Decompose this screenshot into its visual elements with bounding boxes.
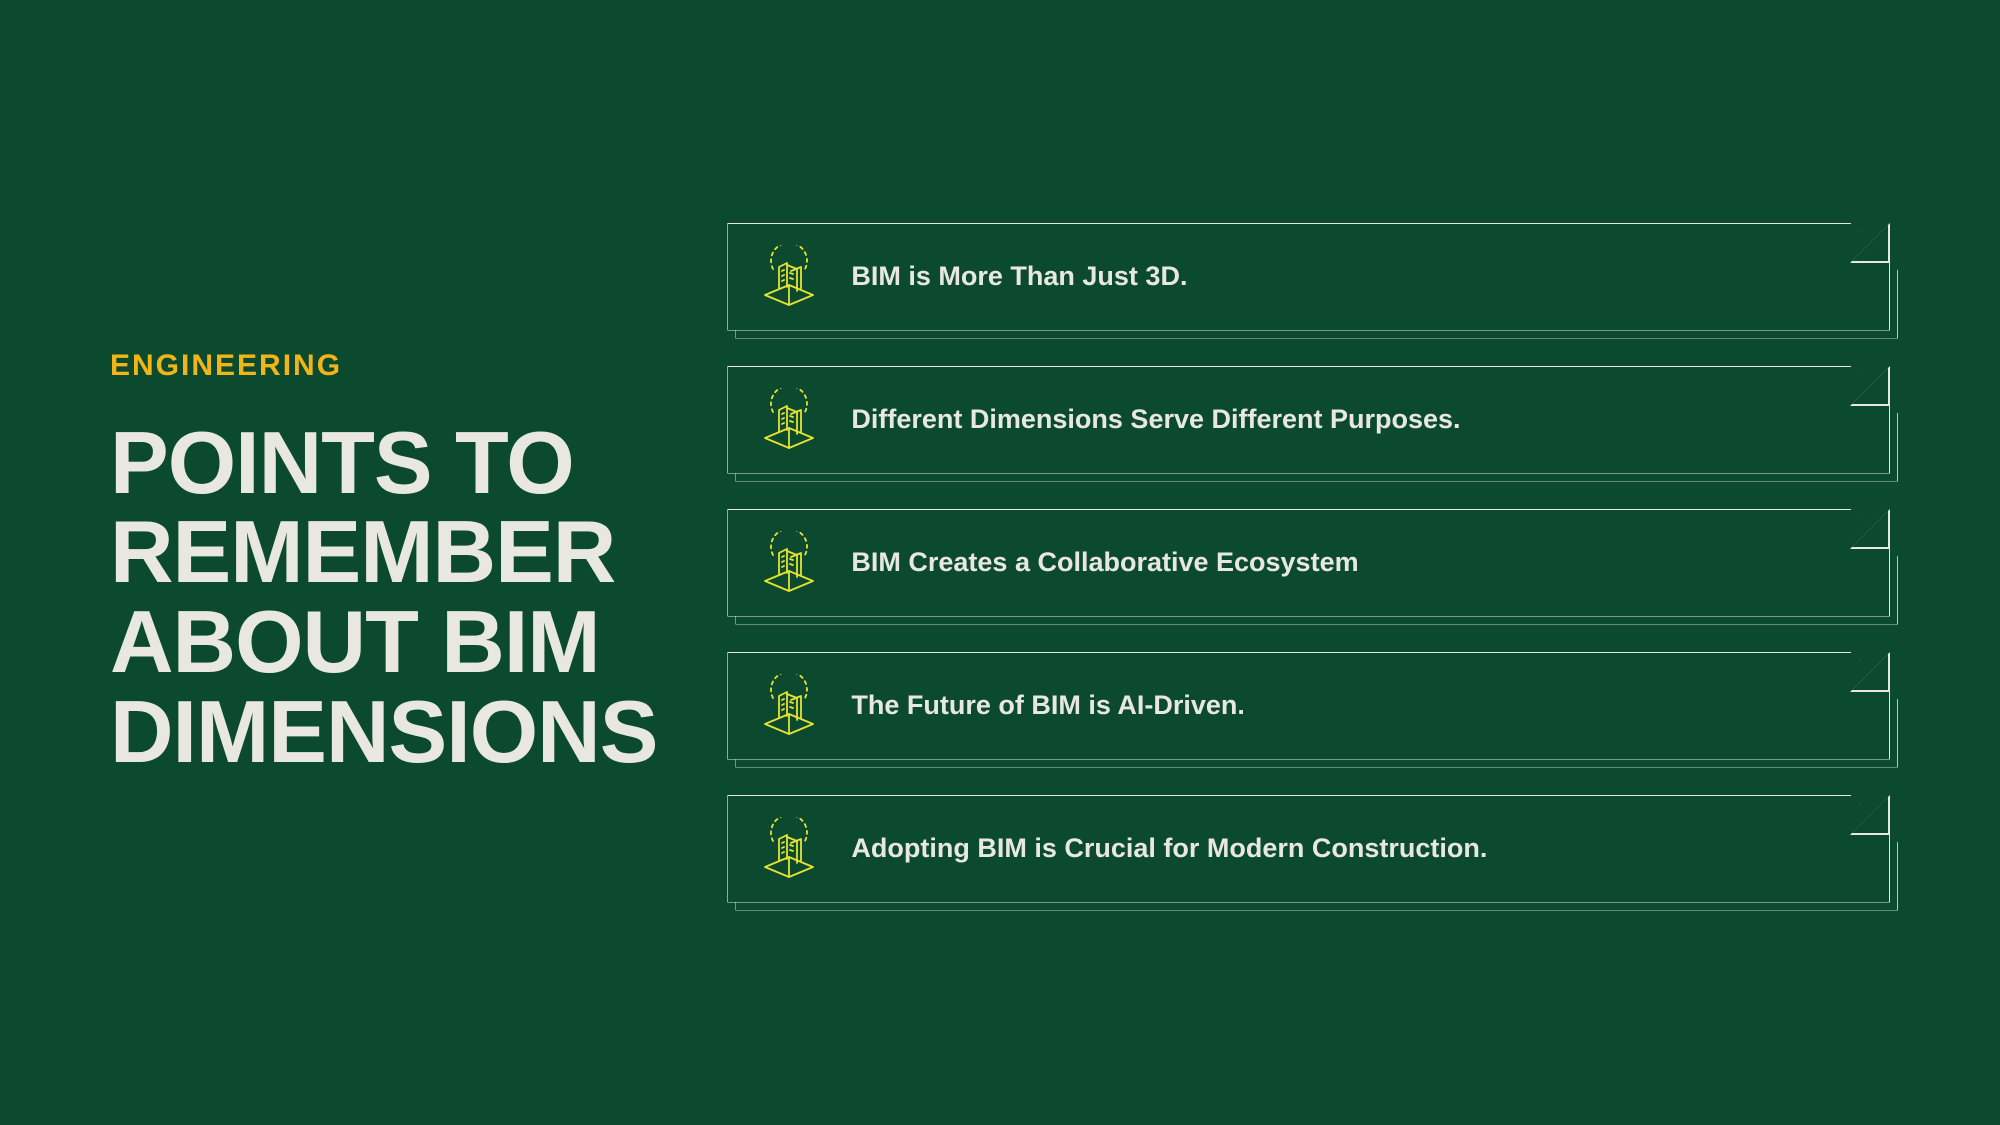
card-fold [1850,223,1890,263]
card-text: Adopting BIM is Crucial for Modern Const… [851,833,1487,864]
card-text: BIM Creates a Collaborative Ecosystem [851,547,1358,578]
building-isometric-icon [757,245,821,309]
point-card: Adopting BIM is Crucial for Modern Const… [727,795,1890,903]
point-card: Different Dimensions Serve Different Pur… [727,366,1890,474]
eyebrow-label: ENGINEERING [110,349,657,383]
left-column: ENGINEERING POINTS TO REMEMBER ABOUT BIM… [110,349,697,777]
building-isometric-icon [757,388,821,452]
building-isometric-icon [757,674,821,738]
point-card: The Future of BIM is AI-Driven. [727,652,1890,760]
building-isometric-icon [757,531,821,595]
cards-column: BIM is More Than Just 3D. Different Dime… [697,223,1890,903]
building-isometric-icon [757,817,821,881]
point-card: BIM is More Than Just 3D. [727,223,1890,331]
card-text: BIM is More Than Just 3D. [851,261,1187,292]
card-text: Different Dimensions Serve Different Pur… [851,404,1460,435]
slide: ENGINEERING POINTS TO REMEMBER ABOUT BIM… [0,0,2000,1125]
card-fold [1850,795,1890,835]
card-fold [1850,652,1890,692]
point-card: BIM Creates a Collaborative Ecosystem [727,509,1890,617]
card-fold [1850,366,1890,406]
card-text: The Future of BIM is AI-Driven. [851,690,1245,721]
card-fold [1850,509,1890,549]
main-title: POINTS TO REMEMBER ABOUT BIM DIMENSIONS [110,418,657,777]
